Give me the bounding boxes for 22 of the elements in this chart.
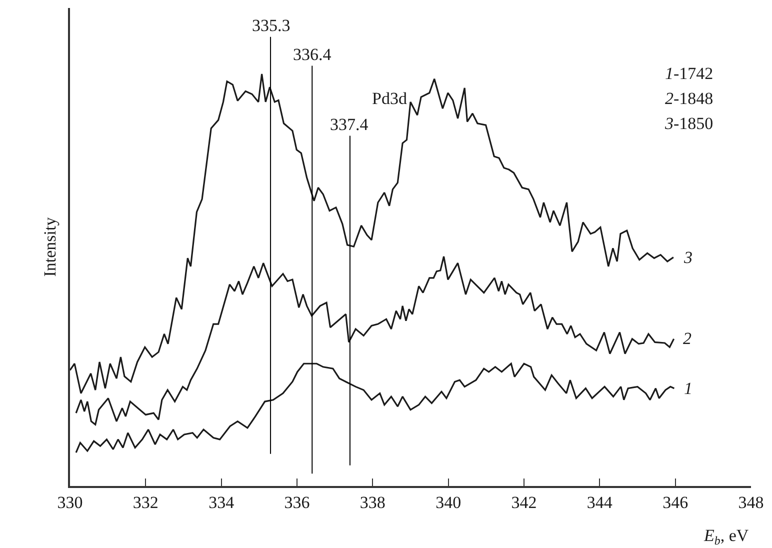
x-tick-label: 344 [586, 493, 613, 512]
series-label: 2 [683, 329, 692, 348]
ref-line-label: 337.4 [330, 115, 369, 134]
annotation: 1-1742 [665, 64, 714, 83]
x-tick-label: 334 [208, 493, 235, 512]
x-axis-title: E$_{b}$, eV [703, 526, 750, 548]
annotation: 2-1848 [665, 89, 714, 108]
x-tick-label: 338 [360, 493, 386, 512]
y-axis-title: Intensity [40, 216, 60, 277]
x-tick-label: 346 [662, 493, 688, 512]
ref-line-label: 336.4 [293, 45, 332, 64]
series-label: 3 [683, 248, 692, 267]
x-tick-label: 340 [436, 493, 462, 512]
ref-line-label: 335.3 [252, 16, 290, 35]
annotation: 3-1850 [664, 114, 714, 133]
annotation: Pd3d [372, 89, 408, 108]
x-tick-label: 332 [132, 493, 158, 512]
series-label: 1 [684, 379, 692, 398]
x-tick-label: 330 [57, 493, 83, 512]
x-tick-label: 348 [738, 493, 764, 512]
x-tick-label: 336 [284, 493, 310, 512]
x-tick-label: 342 [511, 493, 537, 512]
